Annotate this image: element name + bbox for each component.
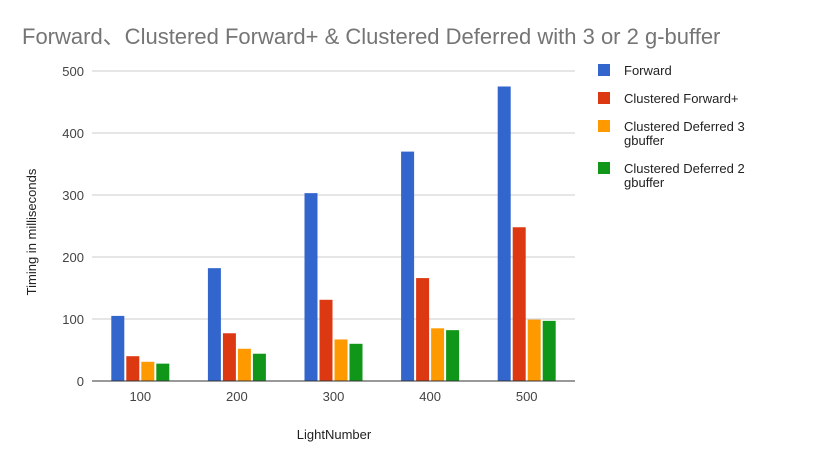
bar-clustered-forward--100	[126, 356, 140, 381]
bar-clustered-deferred-2-gbuffer-300	[349, 343, 363, 381]
y-tick-labels: 0 100 200 300 400 500	[62, 64, 84, 389]
legend-label: Forward	[624, 63, 672, 78]
y-tick-label: 200	[62, 250, 84, 265]
bar-clustered-forward--400	[416, 278, 430, 381]
legend-swatch	[598, 162, 610, 174]
bar-clustered-forward--300	[319, 299, 333, 381]
bar-clustered-deferred-3-gbuffer-500	[527, 319, 541, 381]
legend-label: gbuffer	[624, 133, 665, 148]
bar-clustered-deferred-3-gbuffer-400	[431, 328, 445, 381]
bar-forward-300	[304, 193, 318, 381]
bar-clustered-deferred-3-gbuffer-100	[141, 361, 155, 381]
legend-swatch	[598, 64, 610, 76]
legend: Forward Clustered Forward+ Clustered Defer…	[598, 63, 745, 190]
x-tick-label: 500	[516, 389, 538, 404]
bar-forward-400	[401, 151, 415, 381]
y-tick-label: 500	[62, 64, 84, 79]
bar-clustered-deferred-3-gbuffer-300	[334, 339, 348, 381]
bar-clustered-deferred-2-gbuffer-500	[542, 320, 556, 381]
y-tick-label: 400	[62, 126, 84, 141]
bar-forward-500	[497, 86, 511, 381]
legend-label: Clustered Forward+	[624, 91, 739, 106]
legend-label: Clustered Deferred 3	[624, 119, 745, 134]
bar-clustered-deferred-2-gbuffer-100	[156, 363, 170, 381]
x-tick-label: 400	[419, 389, 441, 404]
legend-label: Clustered Deferred 2	[624, 161, 745, 176]
x-tick-label: 100	[129, 389, 151, 404]
bar-clustered-deferred-2-gbuffer-400	[446, 330, 460, 381]
bar-clustered-forward--500	[512, 227, 526, 381]
y-tick-label: 100	[62, 312, 84, 327]
bar-clustered-forward--200	[222, 333, 236, 381]
bar-clustered-deferred-2-gbuffer-200	[252, 353, 266, 381]
legend-label: gbuffer	[624, 175, 665, 190]
x-axis-title: LightNumber	[297, 427, 372, 442]
bars	[111, 86, 556, 381]
legend-swatch	[598, 92, 610, 104]
bar-forward-200	[207, 268, 221, 381]
bar-clustered-deferred-3-gbuffer-200	[237, 348, 251, 381]
x-tick-label: 200	[226, 389, 248, 404]
gridlines	[92, 70, 575, 320]
chart-title: Forward、Clustered Forward+ & Clustered D…	[22, 24, 720, 49]
y-tick-label: 300	[62, 188, 84, 203]
legend-swatch	[598, 120, 610, 132]
y-axis-title: Timing in milliseconds	[24, 168, 39, 295]
x-tick-label: 300	[323, 389, 345, 404]
y-tick-label: 0	[77, 374, 84, 389]
x-tick-labels: 100 200 300 400 500	[129, 389, 537, 404]
bar-forward-100	[111, 315, 125, 381]
